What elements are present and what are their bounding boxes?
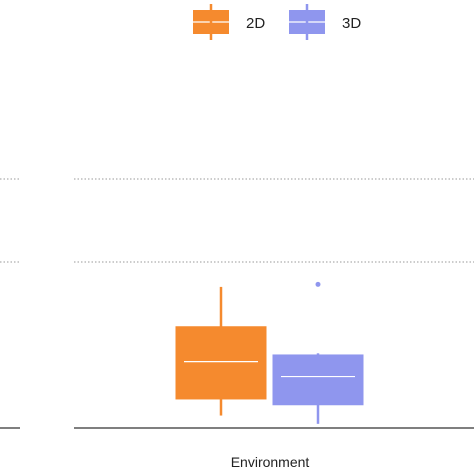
x-axis-label: Environment — [231, 454, 310, 470]
x-axis: Environment — [0, 427, 474, 470]
outlier-point-0 — [315, 281, 321, 287]
box-2D — [175, 286, 267, 416]
legend-entry-3D: 3D — [289, 4, 361, 40]
boxes — [175, 281, 364, 424]
grid-lines — [0, 178, 474, 263]
box-3D — [272, 281, 364, 424]
box-iqr — [272, 354, 364, 406]
legend-label: 3D — [342, 15, 361, 32]
legend-label: 2D — [246, 15, 265, 32]
legend-entry-2D: 2D — [193, 4, 265, 40]
legend: 2D 3D — [193, 4, 361, 40]
box-iqr — [175, 326, 267, 400]
